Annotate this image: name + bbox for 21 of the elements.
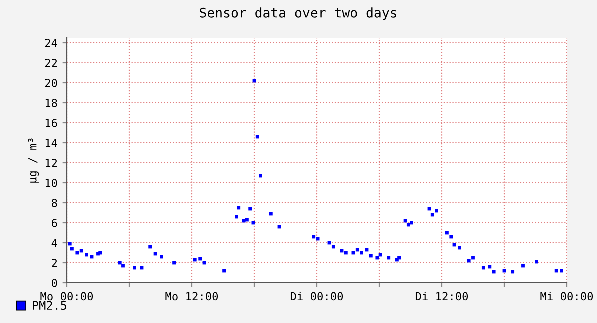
y-tick-label: 10 [46, 179, 58, 188]
y-tick-label: 16 [46, 119, 58, 128]
y-tick-label: 14 [46, 139, 58, 148]
y-tick-label: 12 [46, 159, 58, 168]
y-tick-label: 0 [52, 279, 58, 288]
x-tick-label: Di 12:00 [416, 292, 468, 301]
y-axis-title: µg / m³ [28, 138, 40, 183]
x-tick-label: Mo 12:00 [166, 292, 218, 301]
chart-title: Sensor data over two days [200, 8, 396, 20]
y-tick-label: 2 [52, 259, 58, 268]
legend-label: PM2.5 [33, 301, 67, 310]
y-tick-label: 8 [52, 199, 58, 208]
x-tick-label: Di 00:00 [290, 292, 344, 301]
y-tick-label: 6 [52, 219, 58, 228]
y-tick-label: 20 [45, 79, 58, 88]
x-tick-label: Mo 00:00 [40, 292, 94, 301]
x-tick-label: Mi 00:00 [540, 292, 594, 301]
y-tick-label: 4 [52, 239, 58, 248]
y-tick-label: 22 [45, 59, 58, 68]
y-tick-label: 18 [46, 99, 58, 108]
y-tick-label: 24 [45, 39, 58, 48]
